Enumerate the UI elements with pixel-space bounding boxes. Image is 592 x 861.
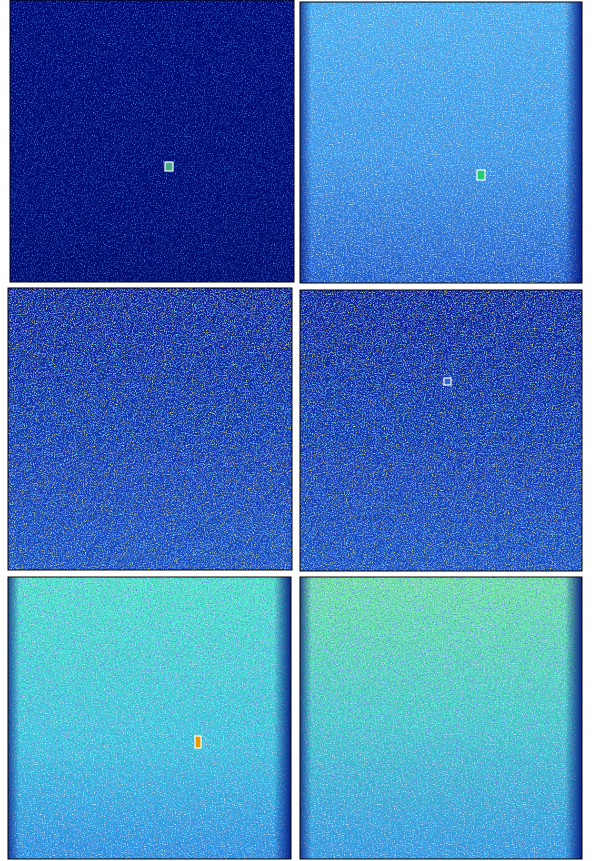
panel-1 [10,0,294,282]
marker-box [477,170,485,180]
marker-box [195,736,201,748]
marker-box [165,162,173,171]
panel-2 [300,2,582,283]
panel-4 [300,290,582,571]
figure [0,0,592,861]
page: (() => { const data = JSON.parse(documen… [0,0,592,861]
panel-6 [300,577,582,859]
panel-5 [8,577,291,859]
panel-3 [8,288,292,570]
marker-box [444,378,451,385]
